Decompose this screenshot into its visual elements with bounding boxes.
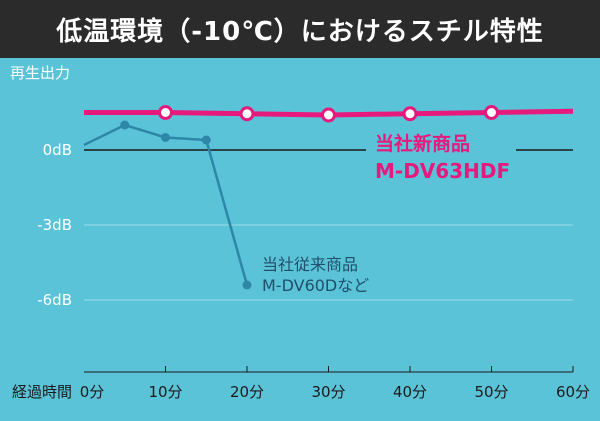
- series-old-label-line2: M-DV60Dなど: [262, 276, 369, 295]
- series-new-label-line2: M-DV63HDF: [375, 159, 510, 183]
- chart-area: [0, 58, 600, 421]
- x-tick-label-3: 30分: [311, 383, 345, 401]
- series-new-point-2: [239, 106, 255, 122]
- axis-layer: 0分 10分 20分 30分 40分 50分 60分 経過時間 再生出力 0dB -3dB -6dB: [10, 64, 590, 401]
- y-tick-label-1: -3dB: [37, 216, 72, 234]
- y-tick-label-2: -6dB: [37, 291, 72, 309]
- series-new-point-4: [402, 106, 418, 122]
- y-axis-title: 再生出力: [10, 64, 70, 82]
- series-new-point-5: [484, 105, 499, 120]
- series-old-line: [83, 123, 249, 286]
- series-old-point-3: [201, 135, 211, 145]
- series-old-point-2: [161, 133, 170, 142]
- series-old-point-1: [120, 120, 130, 130]
- y-tick-label-0: 0dB: [43, 141, 72, 159]
- x-tick-label-2: 20分: [230, 383, 264, 401]
- series-new-point-3: [321, 107, 336, 123]
- series-new-label-line1: 当社新商品: [375, 132, 470, 155]
- x-tick-label-5: 50分: [474, 383, 508, 401]
- x-tick-label-1: 10分: [148, 383, 182, 401]
- series-old-label-line1: 当社従来商品: [262, 255, 358, 274]
- x-tick-label-0: 0分: [80, 383, 105, 401]
- x-tick-label-4: 40分: [393, 383, 427, 401]
- label-layer: 当社新商品 M-DV63HDF 当社従来商品 M-DV60Dなど: [262, 126, 516, 295]
- series-new-point-1: [158, 105, 173, 120]
- chart-title: 低温環境（-10℃）におけるスチル特性: [0, 0, 600, 58]
- series-old-point-4: [242, 280, 252, 290]
- series-layer: [83, 105, 574, 290]
- x-axis-title: 経過時間: [12, 383, 72, 401]
- series-new-label-bg: [366, 126, 516, 186]
- x-tick-label-6: 60分: [556, 383, 590, 401]
